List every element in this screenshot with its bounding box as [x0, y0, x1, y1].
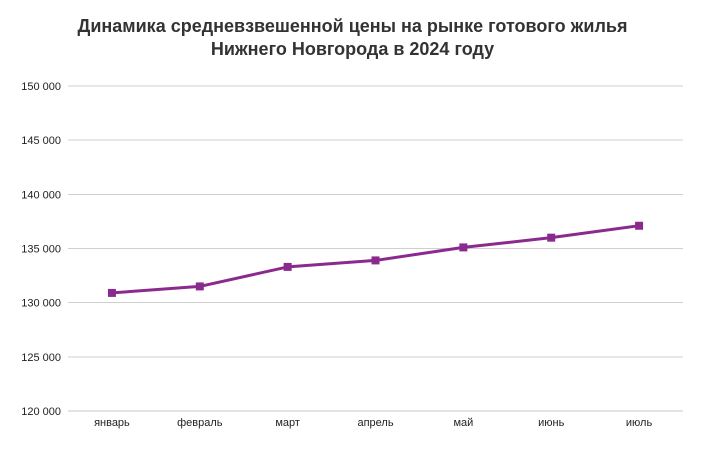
data-point-marker — [547, 233, 556, 242]
y-tick-label: 145 000 — [21, 135, 61, 147]
x-tick-label: июнь — [538, 417, 564, 429]
x-axis-tick-labels: январь февраль март апрель май июнь июль — [94, 417, 652, 429]
gridlines — [68, 85, 683, 412]
y-tick-label: 120 000 — [21, 406, 61, 418]
x-tick-label: январь — [94, 417, 130, 429]
x-tick-label: февраль — [177, 417, 223, 429]
y-axis-tick-labels: 120 000 125 000 130 000 135 000 140 000 145 0… — [21, 81, 61, 418]
x-tick-label: июль — [626, 417, 653, 429]
x-tick-label: апрель — [357, 417, 393, 429]
chart-title-line-1: Динамика средневзвешенной цены на рынке … — [77, 16, 628, 36]
data-point-marker — [371, 256, 380, 265]
chart-title: Динамика средневзвешенной цены на рынке … — [0, 15, 705, 61]
y-tick-label: 130 000 — [21, 298, 61, 310]
x-tick-label: март — [275, 417, 300, 429]
y-tick-label: 150 000 — [21, 81, 61, 93]
chart-title-line-2: Нижнего Новгорода в 2024 году — [210, 39, 495, 59]
data-point-marker — [459, 243, 468, 252]
data-point-marker — [107, 288, 116, 297]
y-tick-label: 135 000 — [21, 244, 61, 256]
data-point-marker — [635, 221, 644, 230]
data-point-marker — [283, 262, 292, 271]
data-point-marker — [195, 282, 204, 291]
y-tick-label: 140 000 — [21, 189, 61, 201]
series-group — [107, 221, 644, 297]
y-tick-label: 125 000 — [21, 352, 61, 364]
x-tick-label: май — [453, 417, 473, 429]
